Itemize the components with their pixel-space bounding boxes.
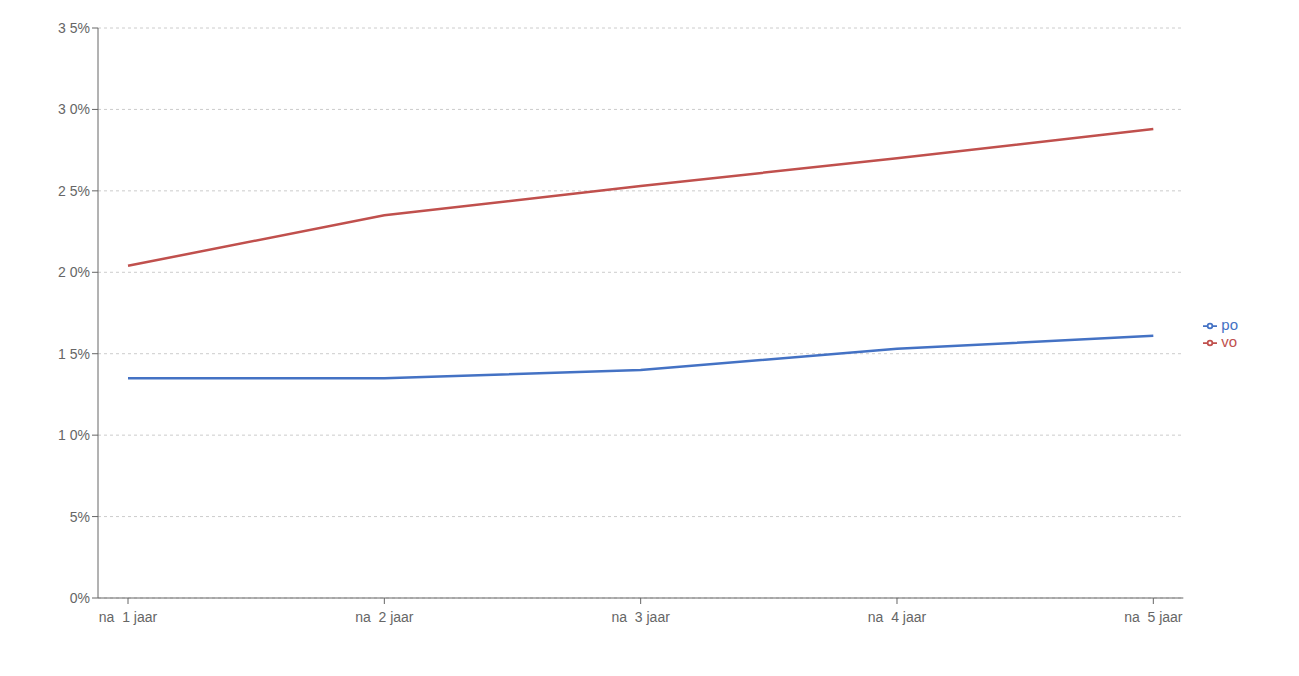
svg-text:0%: 0%	[70, 590, 90, 606]
svg-text:5%: 5%	[70, 509, 90, 525]
svg-text:na 5 jaar: na 5 jaar	[1124, 609, 1183, 625]
svg-text:na 1 jaar: na 1 jaar	[99, 609, 158, 625]
svg-text:2 5%: 2 5%	[58, 183, 90, 199]
svg-text:na 2 jaar: na 2 jaar	[355, 609, 414, 625]
svg-text:3 0%: 3 0%	[58, 101, 90, 117]
svg-text:1 5%: 1 5%	[58, 346, 90, 362]
svg-text:na 4 jaar: na 4 jaar	[868, 609, 927, 625]
html-text:po: po	[1221, 316, 1238, 333]
svg-text:1 0%: 1 0%	[58, 427, 90, 443]
html-text:vo: vo	[1221, 333, 1238, 350]
svg-text:na 3 jaar: na 3 jaar	[611, 609, 670, 625]
svg-text:2 0%: 2 0%	[58, 264, 90, 280]
svg-text:3 5%: 3 5%	[58, 20, 90, 36]
